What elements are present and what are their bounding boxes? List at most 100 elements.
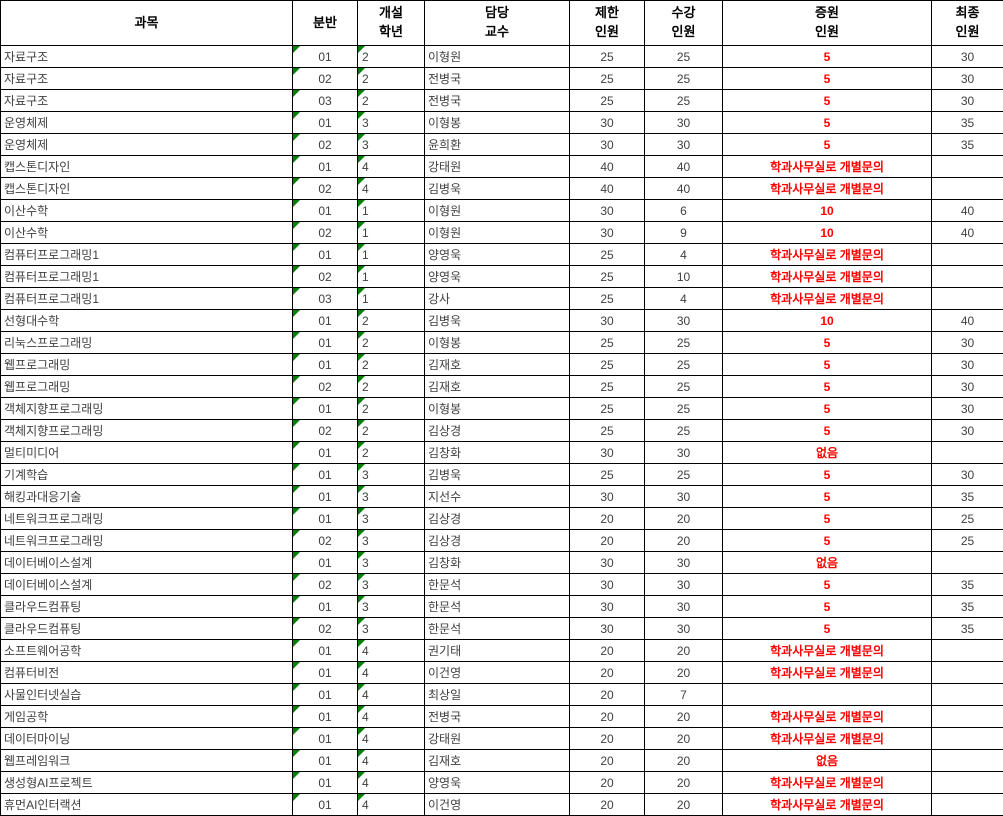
cell-section[interactable]: 02 — [293, 222, 358, 244]
cell-limit[interactable]: 30 — [570, 574, 645, 596]
cell-increase[interactable]: 학과사무실로 개별문의 — [723, 640, 932, 662]
cell-professor[interactable]: 김병욱 — [425, 178, 570, 200]
cell-limit[interactable]: 30 — [570, 200, 645, 222]
cell-final[interactable]: 35 — [932, 574, 1003, 596]
cell-professor[interactable]: 이형원 — [425, 222, 570, 244]
cell-limit[interactable]: 30 — [570, 134, 645, 156]
cell-subject[interactable]: 휴먼AI인터랙션 — [1, 794, 293, 816]
cell-limit[interactable]: 25 — [570, 68, 645, 90]
cell-enrolled[interactable]: 30 — [645, 112, 723, 134]
cell-year[interactable]: 2 — [358, 442, 425, 464]
cell-increase[interactable]: 없음 — [723, 442, 932, 464]
cell-year[interactable]: 3 — [358, 134, 425, 156]
cell-subject[interactable]: 리눅스프로그래밍 — [1, 332, 293, 354]
cell-professor[interactable]: 강태원 — [425, 156, 570, 178]
cell-section[interactable]: 01 — [293, 332, 358, 354]
cell-professor[interactable]: 김창화 — [425, 442, 570, 464]
cell-limit[interactable]: 30 — [570, 442, 645, 464]
cell-enrolled[interactable]: 25 — [645, 46, 723, 68]
cell-section[interactable]: 01 — [293, 464, 358, 486]
cell-limit[interactable]: 30 — [570, 486, 645, 508]
cell-final[interactable] — [932, 728, 1003, 750]
cell-subject[interactable]: 사물인터넷실습 — [1, 684, 293, 706]
cell-limit[interactable]: 25 — [570, 288, 645, 310]
cell-final[interactable] — [932, 442, 1003, 464]
cell-year[interactable]: 4 — [358, 772, 425, 794]
cell-section[interactable]: 01 — [293, 772, 358, 794]
cell-subject[interactable]: 데이터베이스설계 — [1, 574, 293, 596]
cell-year[interactable]: 1 — [358, 222, 425, 244]
cell-enrolled[interactable]: 30 — [645, 486, 723, 508]
cell-year[interactable]: 2 — [358, 46, 425, 68]
cell-subject[interactable]: 생성형AI프로젝트 — [1, 772, 293, 794]
cell-section[interactable]: 01 — [293, 640, 358, 662]
cell-section[interactable]: 01 — [293, 442, 358, 464]
cell-final[interactable]: 30 — [932, 398, 1003, 420]
cell-enrolled[interactable]: 20 — [645, 662, 723, 684]
cell-final[interactable]: 40 — [932, 310, 1003, 332]
cell-limit[interactable]: 20 — [570, 508, 645, 530]
cell-enrolled[interactable]: 25 — [645, 420, 723, 442]
cell-section[interactable]: 02 — [293, 178, 358, 200]
cell-enrolled[interactable]: 25 — [645, 68, 723, 90]
cell-limit[interactable]: 20 — [570, 772, 645, 794]
column-header-section[interactable]: 분반 — [293, 1, 358, 46]
cell-section[interactable]: 01 — [293, 706, 358, 728]
cell-limit[interactable]: 20 — [570, 794, 645, 816]
cell-year[interactable]: 4 — [358, 662, 425, 684]
cell-year[interactable]: 2 — [358, 332, 425, 354]
cell-section[interactable]: 03 — [293, 288, 358, 310]
cell-professor[interactable]: 한문석 — [425, 618, 570, 640]
cell-year[interactable]: 3 — [358, 574, 425, 596]
cell-subject[interactable]: 캡스톤디자인 — [1, 178, 293, 200]
cell-section[interactable]: 01 — [293, 750, 358, 772]
cell-limit[interactable]: 30 — [570, 552, 645, 574]
cell-section[interactable]: 01 — [293, 508, 358, 530]
cell-professor[interactable]: 김창화 — [425, 552, 570, 574]
column-header-final[interactable]: 최종 인원 — [932, 1, 1003, 46]
cell-limit[interactable]: 30 — [570, 596, 645, 618]
cell-enrolled[interactable]: 40 — [645, 178, 723, 200]
cell-section[interactable]: 02 — [293, 618, 358, 640]
cell-limit[interactable]: 25 — [570, 376, 645, 398]
cell-enrolled[interactable]: 30 — [645, 134, 723, 156]
cell-year[interactable]: 1 — [358, 200, 425, 222]
cell-subject[interactable]: 컴퓨터프로그래밍1 — [1, 288, 293, 310]
cell-professor[interactable]: 한문석 — [425, 574, 570, 596]
cell-final[interactable] — [932, 794, 1003, 816]
cell-enrolled[interactable]: 20 — [645, 728, 723, 750]
cell-subject[interactable]: 네트워크프로그래밍 — [1, 530, 293, 552]
cell-professor[interactable]: 이형원 — [425, 200, 570, 222]
cell-limit[interactable]: 20 — [570, 640, 645, 662]
cell-subject[interactable]: 자료구조 — [1, 90, 293, 112]
cell-year[interactable]: 4 — [358, 640, 425, 662]
cell-section[interactable]: 02 — [293, 68, 358, 90]
cell-final[interactable]: 25 — [932, 530, 1003, 552]
cell-professor[interactable]: 강태원 — [425, 728, 570, 750]
cell-subject[interactable]: 캡스톤디자인 — [1, 156, 293, 178]
column-header-subject[interactable]: 과목 — [1, 1, 293, 46]
cell-section[interactable]: 01 — [293, 310, 358, 332]
cell-subject[interactable]: 게임공학 — [1, 706, 293, 728]
cell-year[interactable]: 4 — [358, 684, 425, 706]
cell-professor[interactable]: 양영욱 — [425, 244, 570, 266]
cell-increase[interactable]: 5 — [723, 596, 932, 618]
cell-enrolled[interactable]: 9 — [645, 222, 723, 244]
cell-increase[interactable]: 10 — [723, 222, 932, 244]
cell-enrolled[interactable]: 30 — [645, 596, 723, 618]
cell-limit[interactable]: 30 — [570, 618, 645, 640]
cell-section[interactable]: 01 — [293, 200, 358, 222]
cell-year[interactable]: 2 — [358, 420, 425, 442]
cell-limit[interactable]: 30 — [570, 112, 645, 134]
cell-increase[interactable]: 학과사무실로 개별문의 — [723, 288, 932, 310]
cell-professor[interactable]: 양영욱 — [425, 266, 570, 288]
cell-section[interactable]: 01 — [293, 728, 358, 750]
cell-increase[interactable]: 5 — [723, 574, 932, 596]
cell-increase[interactable]: 학과사무실로 개별문의 — [723, 706, 932, 728]
cell-subject[interactable]: 클라우드컴퓨팅 — [1, 596, 293, 618]
cell-limit[interactable]: 25 — [570, 332, 645, 354]
cell-enrolled[interactable]: 20 — [645, 706, 723, 728]
cell-subject[interactable]: 웹프로그래밍 — [1, 354, 293, 376]
cell-section[interactable]: 01 — [293, 552, 358, 574]
cell-final[interactable]: 30 — [932, 354, 1003, 376]
